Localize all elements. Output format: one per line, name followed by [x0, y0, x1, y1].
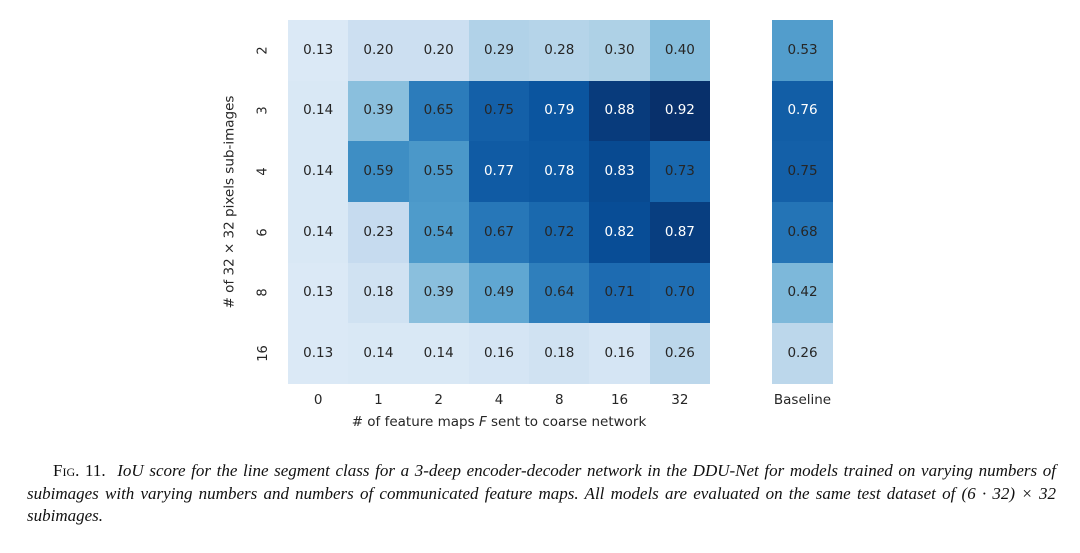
heatmap-cell: 0.20 — [348, 20, 409, 81]
figure-caption-text: IoU score for the line segment class for… — [27, 461, 1057, 525]
heatmap-cell: 0.59 — [348, 141, 409, 202]
baseline-cell: 0.76 — [772, 80, 833, 142]
heatmap-cell: 0.16 — [468, 323, 530, 384]
x-axis-tick: 16 — [610, 392, 629, 408]
heatmap-cell: 0.49 — [468, 262, 530, 324]
heatmap-cell: 0.18 — [348, 262, 409, 324]
y-axis-tick: 3 — [255, 106, 271, 116]
heatmap-cell: 0.14 — [288, 141, 349, 202]
heatmap-cell: 0.73 — [649, 141, 710, 202]
x-axis-tick: 2 — [434, 392, 443, 408]
y-axis-tick: 2 — [255, 46, 271, 55]
figure-caption-label: Fig. 11. — [53, 461, 106, 480]
y-axis-tick: 6 — [255, 228, 271, 237]
x-axis-tick: 4 — [494, 392, 504, 408]
heatmap-cell: 0.75 — [468, 80, 530, 142]
heatmap-cell: 0.14 — [408, 323, 469, 384]
heatmap-cell: 0.88 — [589, 80, 650, 142]
heatmap-cell: 0.79 — [529, 80, 590, 142]
baseline-cell: 0.68 — [772, 202, 833, 263]
heatmap-cell: 0.14 — [288, 80, 349, 142]
heatmap-cell: 0.30 — [589, 20, 650, 81]
heatmap-main-grid: 0.13 0.20 0.20 0.29 0.28 0.30 0.40 0.14 0.39 0.65… — [288, 20, 710, 384]
y-axis-tick: 4 — [255, 167, 271, 176]
heatmap-cell: 0.14 — [348, 323, 409, 384]
heatmap-cell: 0.26 — [649, 323, 710, 384]
heatmap-cell: 0.54 — [408, 202, 469, 263]
heatmap-cell: 0.71 — [589, 262, 650, 324]
x-axis-label-pre: # of feature maps — [351, 414, 479, 430]
heatmap-cell: 0.18 — [529, 323, 590, 384]
x-axis-label-post: sent to coarse network — [486, 414, 647, 430]
heatmap-cell: 0.64 — [529, 262, 590, 324]
heatmap-cell: 0.83 — [589, 141, 650, 202]
heatmap-cell: 0.70 — [649, 262, 710, 324]
heatmap-cell: 0.92 — [649, 80, 710, 142]
heatmap-cell: 0.29 — [468, 20, 530, 81]
heatmap-cell: 0.82 — [589, 202, 650, 263]
heatmap-cell: 0.72 — [529, 202, 590, 263]
y-axis-ticks: 2 3 4 6 8 16 — [248, 20, 278, 384]
heatmap-cell: 0.20 — [408, 20, 469, 81]
heatmap-cell: 0.13 — [288, 20, 349, 81]
baseline-cell: 0.75 — [772, 141, 833, 202]
x-axis-tick: 32 — [671, 392, 689, 408]
heatmap-cell: 0.14 — [288, 202, 349, 263]
heatmap-cell: 0.78 — [529, 141, 590, 202]
heatmap-cell: 0.28 — [529, 20, 590, 81]
heatmap-baseline-grid: 0.53 0.76 0.75 0.68 0.42 0.26 — [772, 20, 833, 384]
y-axis-tick: 8 — [255, 288, 271, 298]
y-axis-label: # of 32 × 32 pixels sub-images — [218, 20, 240, 384]
figure-caption: Fig. 11. IoU score for the line segment … — [27, 460, 1056, 528]
x-axis-label-variable: F — [478, 414, 487, 430]
heatmap-cell: 0.55 — [408, 141, 469, 202]
heatmap-cell: 0.39 — [348, 80, 409, 142]
heatmap-cell: 0.67 — [468, 202, 530, 263]
heatmap-cell: 0.16 — [589, 323, 650, 384]
x-axis-tick: 1 — [374, 392, 383, 408]
x-axis-label: # of feature maps F sent to coarse netwo… — [288, 414, 710, 430]
heatmap-cell: 0.13 — [288, 323, 349, 384]
y-axis-tick: 16 — [255, 345, 271, 362]
heatmap-cell: 0.40 — [649, 20, 710, 81]
baseline-cell: 0.42 — [772, 262, 833, 324]
heatmap-cell: 0.87 — [649, 202, 710, 263]
x-axis-tick: 8 — [554, 392, 564, 408]
baseline-cell: 0.26 — [772, 323, 833, 384]
x-axis-tick-baseline: Baseline — [773, 392, 832, 408]
heatmap-cell: 0.77 — [468, 141, 530, 202]
x-axis-ticks: 0 1 2 4 8 16 32 — [288, 392, 710, 410]
heatmap-cell: 0.13 — [288, 262, 349, 324]
y-axis-label-text: # of 32 × 32 pixels sub-images — [221, 95, 237, 309]
heatmap-cell: 0.39 — [408, 262, 469, 324]
baseline-cell: 0.53 — [772, 20, 833, 81]
x-axis-tick: 0 — [313, 392, 323, 408]
heatmap-cell: 0.23 — [348, 202, 409, 263]
heatmap-cell: 0.65 — [408, 80, 469, 142]
